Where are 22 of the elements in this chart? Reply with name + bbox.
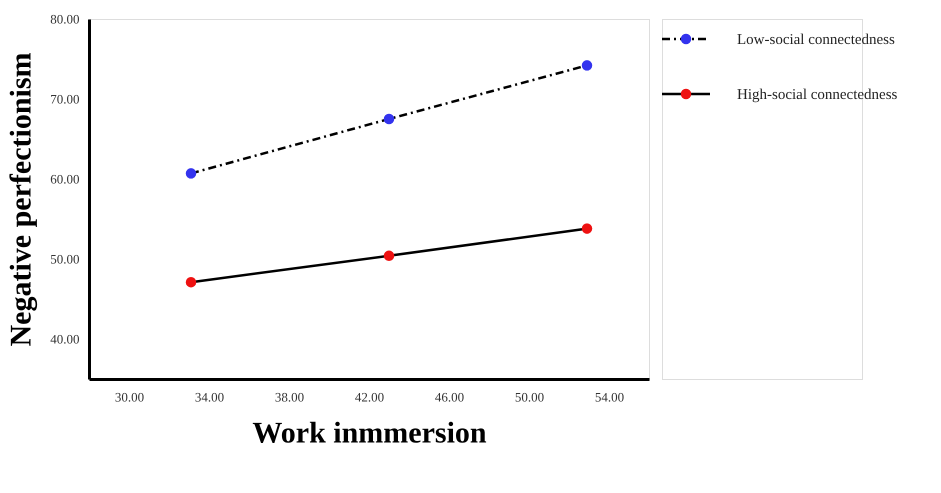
legend-label: High-social connectedness	[737, 87, 898, 103]
point	[384, 114, 394, 124]
x-tick-label: 38.00	[274, 390, 304, 404]
x-tick-label: 46.00	[434, 390, 464, 404]
y-tick-label: 60.00	[50, 172, 80, 186]
x-tick-label: 54.00	[594, 390, 624, 404]
x-axis-title: Work inmmersion	[252, 416, 487, 450]
x-tick-label: 50.00	[514, 390, 544, 404]
x-tick-label: 34.00	[194, 390, 224, 404]
y-tick-label: 70.00	[50, 92, 80, 106]
legend-label: Low-social connectedness	[737, 32, 896, 48]
point	[582, 60, 592, 71]
point	[582, 223, 592, 234]
point	[186, 168, 196, 179]
x-tick-label: 30.00	[114, 390, 144, 404]
point	[186, 276, 196, 288]
point	[384, 250, 394, 262]
y-tick-label: 40.00	[50, 332, 80, 346]
x-tick-label: 42.00	[354, 390, 384, 404]
y-axis-title: Negative perfectionism	[4, 52, 38, 347]
y-tick-label: 80.00	[50, 12, 80, 26]
y-tick-label: 50.00	[50, 252, 80, 266]
